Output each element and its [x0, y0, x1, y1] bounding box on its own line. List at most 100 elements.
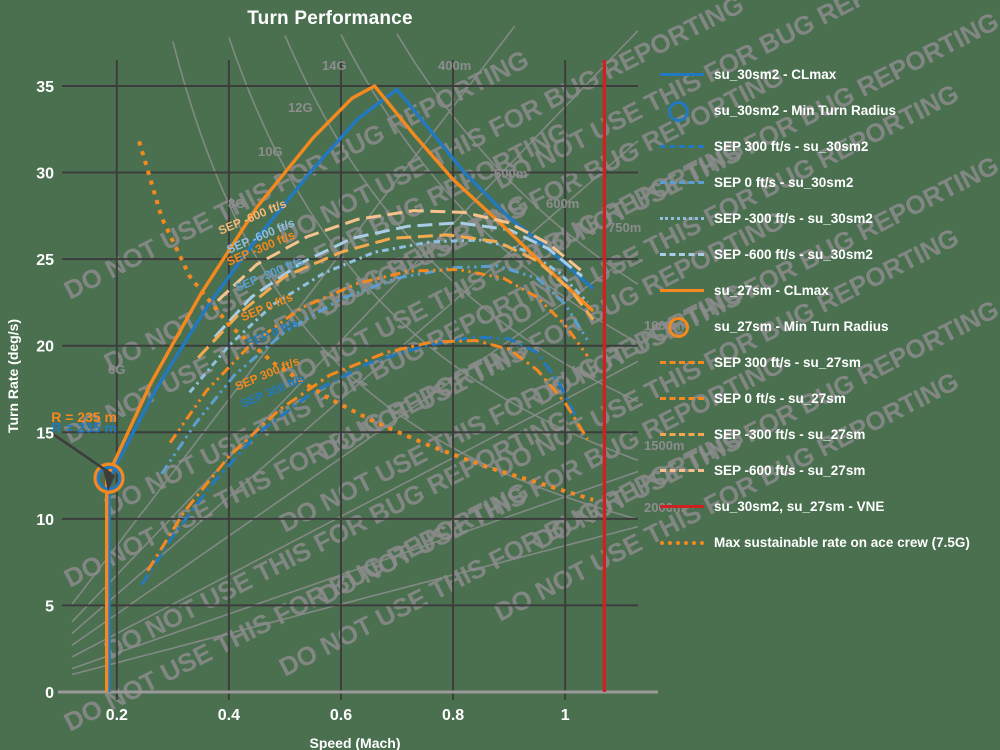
legend-item[interactable]: SEP 300 ft/s - su_30sm2 — [660, 128, 1000, 164]
x-axis-tick-label: 0.6 — [330, 707, 352, 724]
legend-item[interactable]: SEP 300 ft/s - su_27sm — [660, 344, 1000, 380]
series-line — [197, 233, 595, 359]
legend-item[interactable]: SEP -600 ft/s - su_27sm — [660, 452, 1000, 488]
legend-item[interactable]: su_30sm2, su_27sm - VNE — [660, 488, 1000, 524]
ring-icon — [668, 317, 689, 338]
line-swatch — [660, 181, 704, 184]
radius-contour-label: 600m — [546, 196, 579, 211]
y-axis-tick-label: 25 — [36, 252, 54, 269]
y-axis-tick-label: 0 — [45, 685, 54, 702]
series-line — [216, 209, 583, 302]
legend-item-label: Max sustainable rate on ace crew (7.5G) — [714, 534, 970, 550]
legend-item-label: SEP -300 ft/s - su_30sm2 — [714, 210, 873, 226]
legend-item-label: su_27sm - Min Turn Radius — [714, 318, 889, 334]
annotation-arrowhead — [102, 468, 115, 492]
legend-line-swatch — [660, 352, 704, 372]
min-turn-radius-icon — [660, 316, 704, 338]
legend-item[interactable]: SEP -600 ft/s - su_30sm2 — [660, 236, 1000, 272]
series-line — [140, 335, 578, 586]
g-contour-line — [396, 33, 639, 285]
page-title: Turn Performance — [247, 8, 413, 29]
line-swatch — [660, 397, 704, 400]
y-axis-tick-label: 10 — [36, 512, 54, 529]
legend-item[interactable]: SEP -300 ft/s - su_27sm — [660, 416, 1000, 452]
legend-item-label: SEP -300 ft/s - su_27sm — [714, 426, 866, 442]
annotation-layer: R = 235 mR = 235 m — [49, 409, 117, 492]
line-swatch — [660, 289, 704, 292]
radius-contour-line — [71, 525, 639, 676]
legend-line-swatch — [660, 532, 704, 552]
g-contour-label: 6G — [108, 362, 125, 377]
min-turn-radius-marker — [96, 465, 122, 491]
legend-item-label: SEP 300 ft/s - su_27sm — [714, 354, 861, 370]
x-axis-tick-label: 1 — [561, 707, 570, 724]
line-swatch — [660, 541, 704, 545]
line-swatch — [660, 73, 704, 76]
legend-item[interactable]: su_30sm2 - Min Turn Radius — [660, 92, 1000, 128]
legend-line-swatch — [660, 496, 704, 516]
series-line — [188, 238, 589, 394]
legend-line-swatch — [660, 460, 704, 480]
grid-lines — [58, 60, 658, 700]
min-turn-radius-marker — [93, 462, 125, 494]
line-swatch — [660, 253, 704, 256]
x-axis-title: Speed (Mach) — [309, 735, 400, 750]
line-swatch — [660, 469, 704, 472]
legend-line-swatch — [660, 388, 704, 408]
legend-item-label: SEP -600 ft/s - su_30sm2 — [714, 246, 873, 262]
radius-contour-line — [71, 250, 639, 646]
legend-item-label: SEP 0 ft/s - su_30sm2 — [714, 174, 854, 190]
legend-item[interactable]: SEP 0 ft/s - su_27sm — [660, 380, 1000, 416]
y-axis-tick-label: 20 — [36, 339, 54, 356]
legend-item-label: su_30sm2, su_27sm - VNE — [714, 498, 885, 514]
annotation-leader-line — [49, 430, 112, 475]
ring-icon — [668, 101, 689, 122]
y-axis-tick-label: 35 — [36, 79, 54, 96]
line-swatch — [660, 145, 704, 148]
g-contour-label: 12G — [288, 100, 313, 115]
legend-item-label: SEP 300 ft/s - su_30sm2 — [714, 138, 869, 154]
x-axis-tick-label: 0.4 — [218, 707, 240, 724]
legend-item-label: su_30sm2 - CLmax — [714, 66, 837, 82]
legend-line-swatch — [660, 172, 704, 192]
g-contour-label: 10G — [258, 144, 283, 159]
legend-item[interactable]: su_27sm - Min Turn Radius — [660, 308, 1000, 344]
y-axis-title: Turn Rate (deg/s) — [5, 319, 21, 433]
x-axis-tick-label: 0.2 — [106, 707, 128, 724]
radius-annotation-label: R = 235 m — [51, 419, 117, 435]
line-swatch — [660, 361, 704, 364]
legend-item[interactable]: SEP 0 ft/s - su_30sm2 — [660, 164, 1000, 200]
radius-contours — [71, 25, 639, 676]
legend-item[interactable]: Max sustainable rate on ace crew (7.5G) — [660, 524, 1000, 560]
radius-contour-label: 750m — [608, 220, 641, 235]
series-line — [137, 140, 594, 502]
y-axis-tick-label: 15 — [36, 425, 54, 442]
legend-line-swatch — [660, 136, 704, 156]
radius-annotation-label: R = 235 m — [51, 409, 117, 425]
legend-item-label: SEP -600 ft/s - su_27sm — [714, 462, 866, 478]
min-turn-radius-markers — [93, 462, 125, 494]
radius-contour-line — [71, 140, 639, 635]
line-swatch — [660, 505, 704, 508]
y-axis-tick-label: 30 — [36, 166, 54, 183]
legend-line-swatch — [660, 424, 704, 444]
axis-layer: 0 5 10 15 20 25 30 35 0.2 0.4 0.6 0.8 1 Turn Rate (de… — [5, 79, 570, 750]
radius-contour-label: 400m — [438, 58, 471, 73]
series-line — [213, 221, 583, 339]
series-line — [160, 264, 589, 475]
legend-item-label: su_30sm2 - Min Turn Radius — [714, 102, 897, 118]
legend-line-swatch — [660, 280, 704, 300]
legend-line-swatch — [660, 208, 704, 228]
line-swatch — [660, 217, 704, 220]
radius-contour-label: 1500m — [644, 438, 684, 453]
line-swatch — [660, 433, 704, 436]
min-turn-radius-icon — [660, 100, 704, 122]
legend-item[interactable]: su_30sm2 - CLmax — [660, 56, 1000, 92]
legend-item-label: SEP 0 ft/s - su_27sm — [714, 390, 846, 406]
y-axis-tick-label: 5 — [45, 598, 54, 615]
legend-item[interactable]: SEP -300 ft/s - su_30sm2 — [660, 200, 1000, 236]
data-series-layer — [105, 60, 607, 692]
legend-item[interactable]: su_27sm - CLmax — [660, 272, 1000, 308]
legend-item-label: su_27sm - CLmax — [714, 282, 829, 298]
